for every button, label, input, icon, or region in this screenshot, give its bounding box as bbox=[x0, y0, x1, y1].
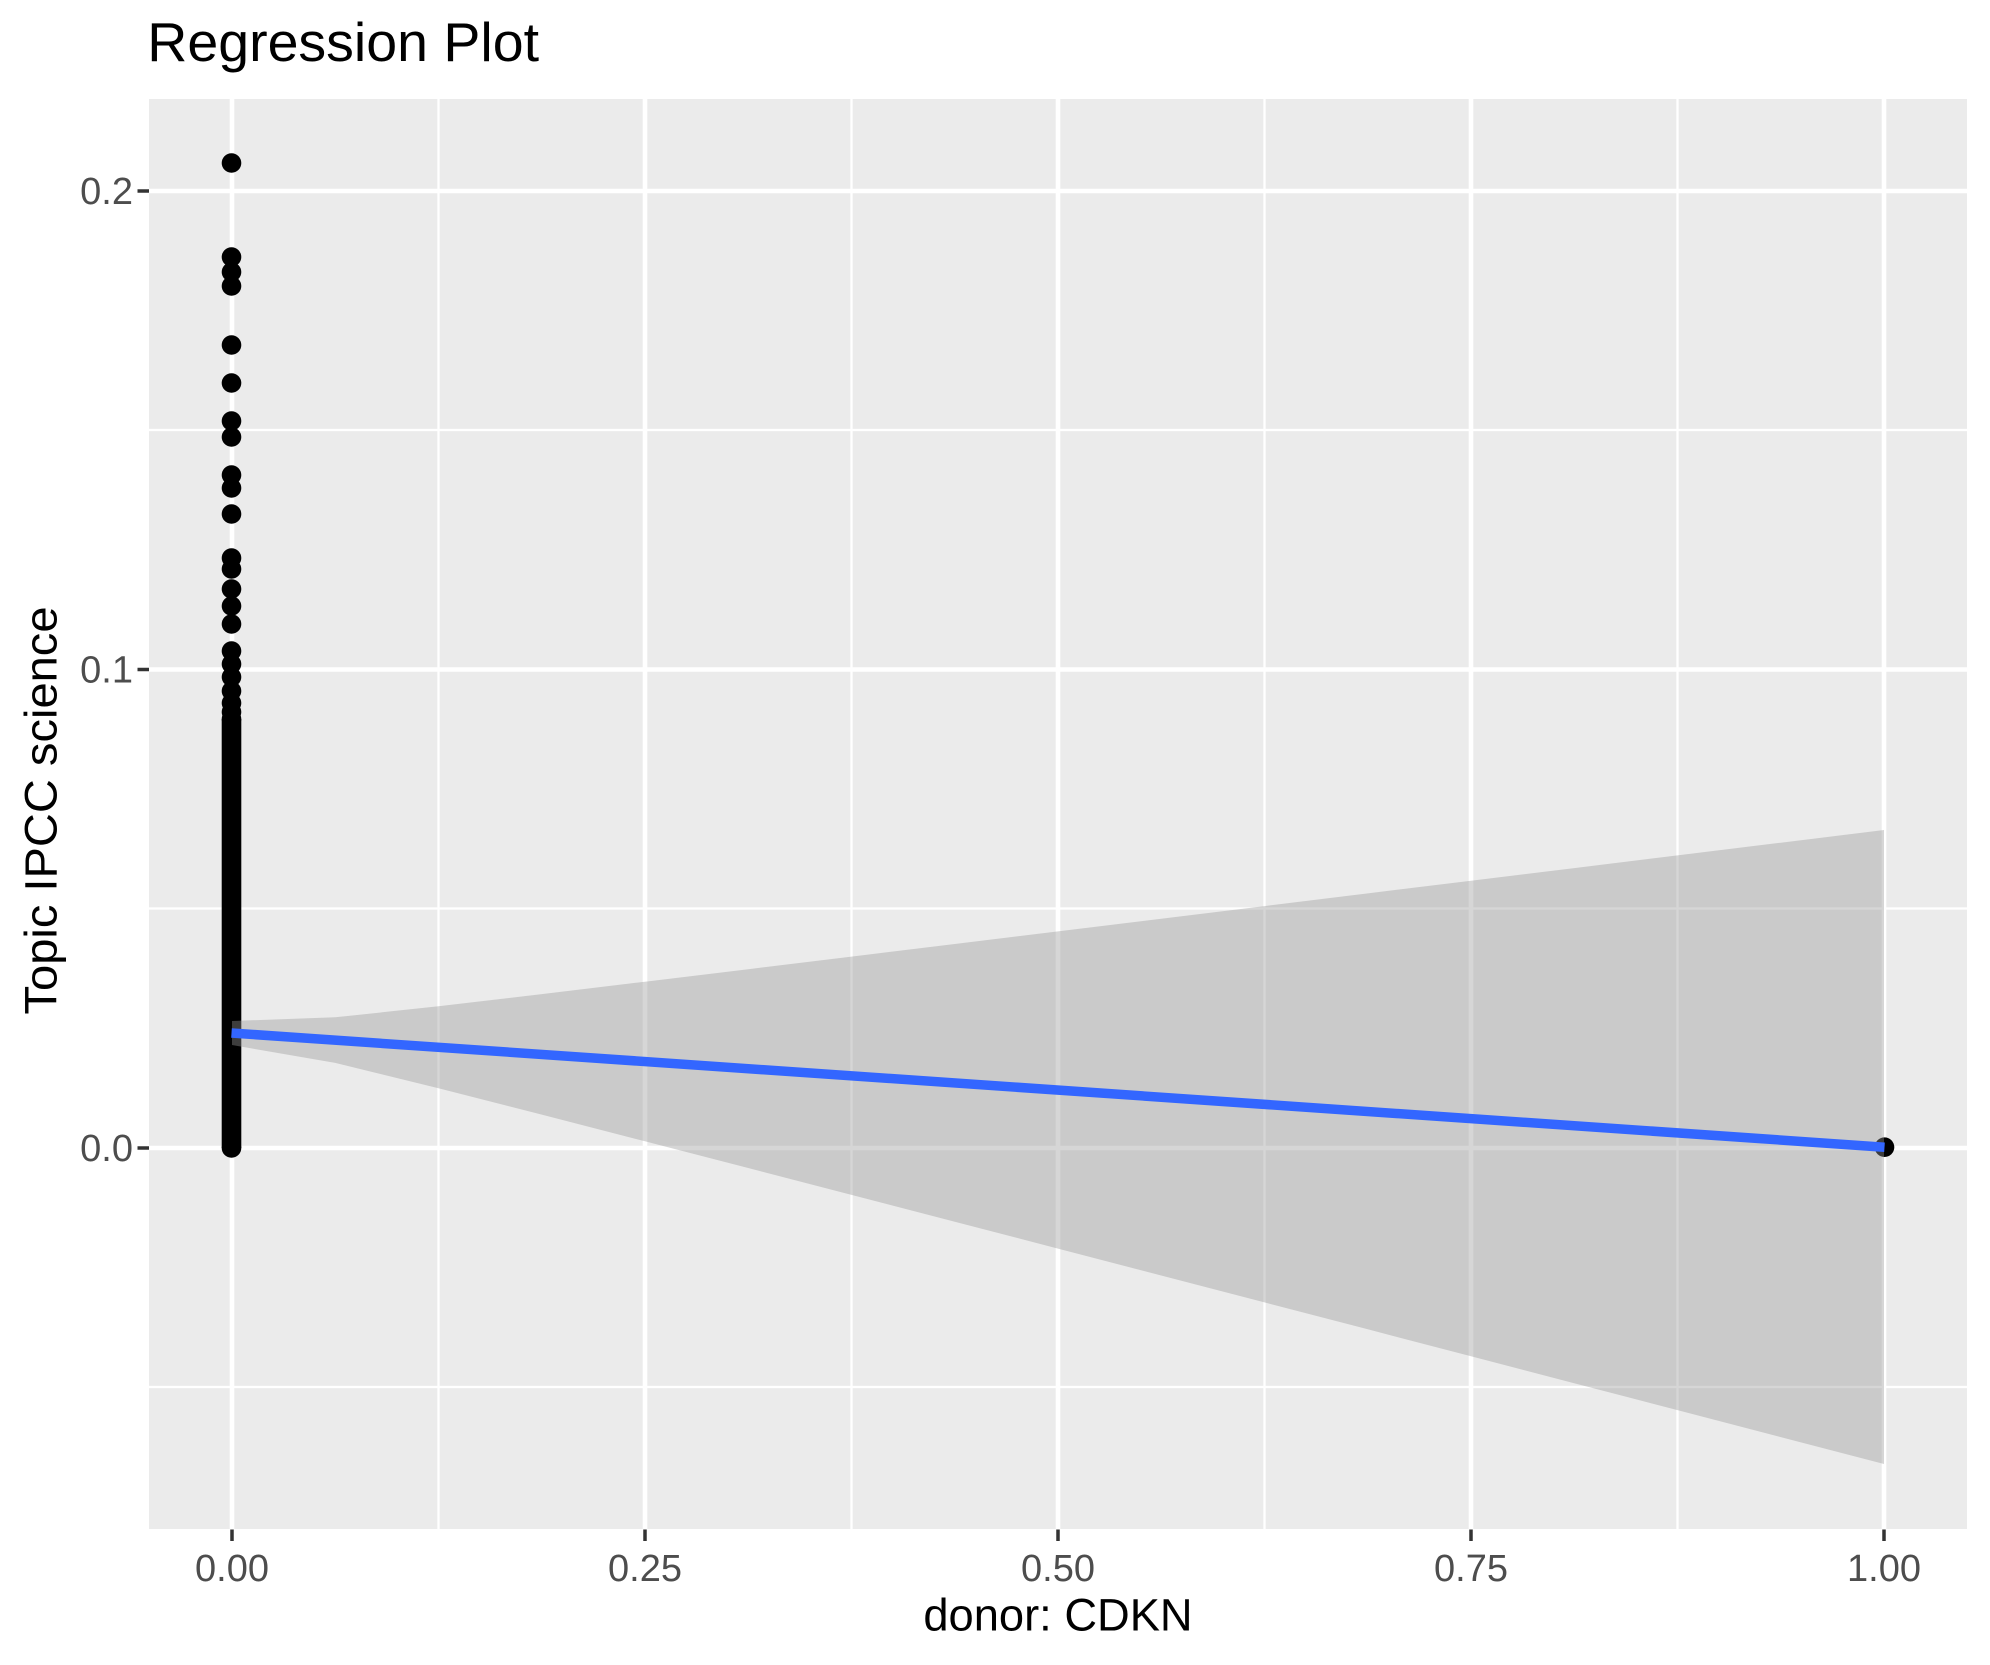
svg-text:0.50: 0.50 bbox=[1021, 1548, 1095, 1590]
svg-text:0.0: 0.0 bbox=[80, 1128, 133, 1170]
svg-text:0.75: 0.75 bbox=[1434, 1548, 1508, 1590]
svg-text:1.00: 1.00 bbox=[1847, 1548, 1921, 1590]
svg-text:Regression Plot: Regression Plot bbox=[147, 11, 539, 73]
svg-text:Topic IPCC science: Topic IPCC science bbox=[16, 607, 67, 1015]
svg-text:0.00: 0.00 bbox=[195, 1548, 269, 1590]
svg-text:0.1: 0.1 bbox=[80, 650, 133, 692]
svg-text:0.25: 0.25 bbox=[608, 1548, 682, 1590]
svg-text:donor: CDKN: donor: CDKN bbox=[923, 1589, 1192, 1640]
svg-text:0.2: 0.2 bbox=[80, 171, 133, 213]
